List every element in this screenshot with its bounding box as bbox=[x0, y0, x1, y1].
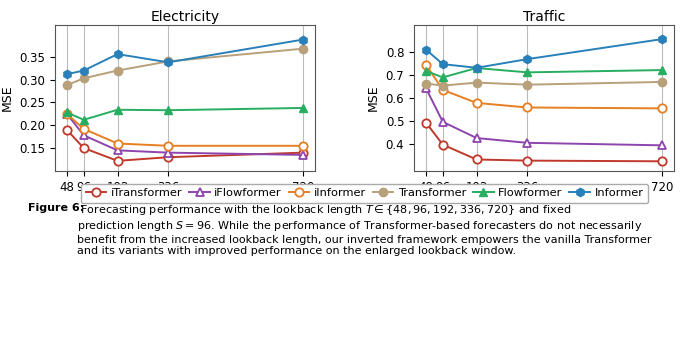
Y-axis label: MSE: MSE bbox=[367, 85, 380, 111]
Legend: iTransformer, iFlowformer, iInformer, Transformer, Flowformer, Informer: iTransformer, iFlowformer, iInformer, Tr… bbox=[81, 184, 648, 203]
Title: Electricity: Electricity bbox=[151, 10, 219, 24]
Y-axis label: MSE: MSE bbox=[1, 85, 14, 111]
Text: Forecasting performance with the lookback length $T \in \{48, 96, 192, 336, 720\: Forecasting performance with the lookbac… bbox=[77, 203, 652, 256]
Text: Figure 6:: Figure 6: bbox=[28, 203, 84, 213]
Title: Traffic: Traffic bbox=[523, 10, 566, 24]
